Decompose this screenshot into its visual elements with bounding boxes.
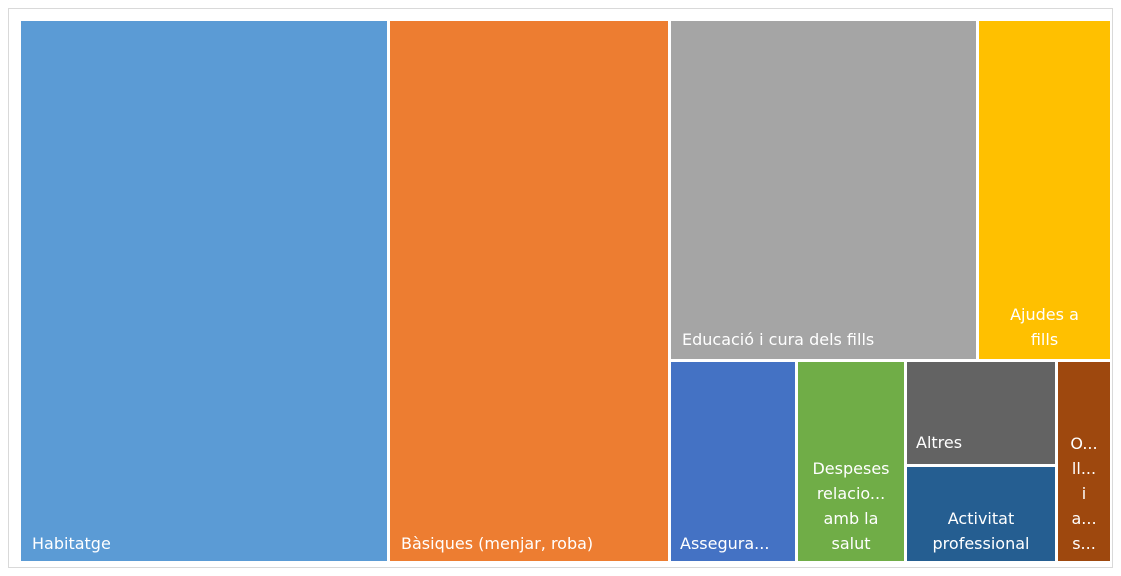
- treemap-tile-label-line: O...: [1070, 434, 1097, 453]
- treemap-tile-label-line: a...: [1071, 509, 1096, 528]
- treemap-tile-label-line: ll...: [1072, 459, 1096, 478]
- treemap-tile-rect: [671, 362, 795, 561]
- treemap-tile-label-line: Educació i cura dels fills: [682, 330, 874, 349]
- treemap-tile-label: Bàsiques (menjar, roba): [401, 534, 593, 553]
- treemap-tile: Activitat professional: [907, 467, 1055, 561]
- treemap-tile: Ajudes a fills: [979, 21, 1110, 359]
- treemap-tile-rect: [979, 21, 1110, 359]
- treemap-tile: Habitatge: [21, 21, 387, 561]
- treemap-tile-rect: [671, 21, 976, 359]
- treemap-tile: Educació i cura dels fills: [671, 21, 976, 359]
- treemap-tile-label-line: Ajudes a: [1010, 305, 1079, 324]
- treemap-tile-label-line: Habitatge: [32, 534, 111, 553]
- treemap-tile-label-line: salut: [832, 534, 871, 553]
- treemap-tile: Bàsiques (menjar, roba): [390, 21, 668, 561]
- treemap-tile-label: Habitatge: [32, 534, 111, 553]
- treemap-tile-rect: [907, 362, 1055, 464]
- treemap-tile: Assegura...: [671, 362, 795, 561]
- treemap-tile: Altres: [907, 362, 1055, 464]
- treemap-tile-label-line: Activitat: [948, 509, 1014, 528]
- treemap-tile-label-line: amb la: [824, 509, 879, 528]
- treemap-tile-label: Despeses relacio... amb la salut: [812, 459, 889, 553]
- treemap-tile-rect: [390, 21, 668, 561]
- treemap-tile-label-line: Despeses: [812, 459, 889, 478]
- treemap-tile-label-line: Assegura...: [680, 534, 769, 553]
- treemap-tile-label-line: Bàsiques (menjar, roba): [401, 534, 593, 553]
- treemap-tile-label-line: relacio...: [817, 484, 885, 503]
- treemap-tile-rect: [1058, 362, 1110, 561]
- treemap-tile-label: Activitat professional: [933, 509, 1030, 553]
- treemap-tile-label-line: fills: [1031, 330, 1058, 349]
- treemap-tile-label-line: professional: [933, 534, 1030, 553]
- treemap-tile: O... ll... i a... s...: [1058, 362, 1110, 561]
- treemap-tile-rect: [907, 467, 1055, 561]
- treemap-tile-rect: [798, 362, 904, 561]
- treemap-tile-label: Assegura...: [680, 534, 769, 553]
- treemap-tile-label: Altres: [916, 433, 962, 452]
- treemap-tile-label: O... ll... i a... s...: [1070, 434, 1097, 553]
- treemap-tile-label: Educació i cura dels fills: [682, 330, 874, 349]
- treemap-tile-label-line: i: [1082, 484, 1086, 503]
- treemap-tile-label-line: s...: [1072, 534, 1096, 553]
- treemap-tile-label-line: Altres: [916, 433, 962, 452]
- treemap-tile: Despeses relacio... amb la salut: [798, 362, 904, 561]
- treemap-tile-label: Ajudes a fills: [1010, 305, 1079, 349]
- treemap-tile-rect: [21, 21, 387, 561]
